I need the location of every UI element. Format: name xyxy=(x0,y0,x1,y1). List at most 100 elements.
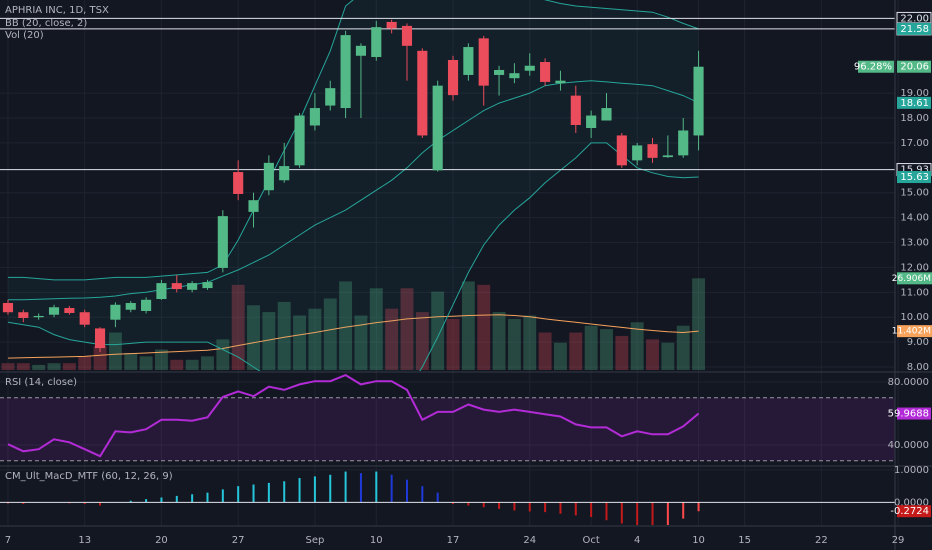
volume-bar xyxy=(446,318,460,370)
candle-body xyxy=(18,312,29,318)
candle-body xyxy=(217,216,228,268)
histogram-bar xyxy=(697,502,700,512)
band-line xyxy=(8,80,699,301)
histogram-bar xyxy=(344,471,347,503)
candle-body xyxy=(141,299,152,311)
histogram-bar xyxy=(313,476,316,503)
x-tick-label: 27 xyxy=(232,535,245,546)
histogram-bar xyxy=(83,502,86,505)
histogram-bar xyxy=(421,486,424,503)
candle-body xyxy=(371,27,382,58)
volume-bar xyxy=(507,318,521,370)
y-tick-label: 13.00 xyxy=(900,238,929,249)
volume-bar xyxy=(32,364,46,370)
y-tick-label: 11.00 xyxy=(900,287,929,298)
axis-label-bg xyxy=(897,60,931,73)
candle-body xyxy=(662,155,673,158)
axis-label: 15.93 xyxy=(900,165,929,176)
x-tick-label: Sep xyxy=(305,535,324,546)
volume-bar xyxy=(538,332,552,370)
candle-body xyxy=(647,144,658,158)
histogram-bar xyxy=(191,494,194,503)
x-tick-label: 20 xyxy=(155,535,168,546)
volume-bar xyxy=(385,308,399,370)
candle-body xyxy=(233,172,244,194)
volume-ma xyxy=(7,314,699,359)
histogram-bar xyxy=(666,502,669,525)
grid xyxy=(0,0,899,526)
histogram-bar xyxy=(467,502,470,506)
volume-bar xyxy=(170,359,184,370)
histogram-bar xyxy=(175,495,178,503)
candle-body xyxy=(248,200,259,212)
histogram-bar xyxy=(206,492,209,503)
x-tick-label: 29 xyxy=(892,535,905,546)
candle-body xyxy=(432,85,443,171)
volume-bar xyxy=(154,349,168,370)
volume-bar xyxy=(492,312,506,370)
histogram-bar xyxy=(636,502,639,525)
volume-bar xyxy=(461,281,475,370)
candle-body xyxy=(555,80,566,84)
histogram-bar xyxy=(129,500,132,503)
band-line xyxy=(8,0,699,281)
histogram-bar xyxy=(160,497,163,503)
y-tick-label: 15.00 xyxy=(900,188,929,199)
candle-body xyxy=(94,328,106,349)
volume-bar xyxy=(308,308,322,370)
y-tick-label: 12.00 xyxy=(900,262,929,273)
volume-bar xyxy=(569,332,583,370)
volume-bar xyxy=(615,335,629,370)
axis-label-bg xyxy=(897,171,931,184)
candle-body xyxy=(309,108,320,126)
candle-body xyxy=(33,315,44,318)
price-pane xyxy=(0,0,895,371)
histogram-bar xyxy=(298,478,301,503)
histogram-bar xyxy=(574,502,577,516)
candle-body xyxy=(493,69,505,75)
axis-label: 26.906M xyxy=(892,274,931,284)
axis-label: 59.9688 xyxy=(888,409,929,420)
y-tick-label: 40.0000 xyxy=(888,440,929,451)
candle-body xyxy=(509,73,520,79)
histogram-bar xyxy=(283,481,286,503)
rsi-pane xyxy=(0,373,895,462)
chart-title: APHRIA INC, 1D, TSX xyxy=(5,5,109,16)
axis-label: 11.402M xyxy=(892,327,931,337)
band-line xyxy=(7,142,699,371)
histogram-bar xyxy=(682,502,685,519)
histogram-bar xyxy=(620,502,623,524)
volume-bar xyxy=(16,363,30,370)
histogram-bar xyxy=(528,502,531,512)
axis-label-bg xyxy=(897,96,931,109)
axis-label: -0.2724 xyxy=(890,506,929,517)
histogram-bar xyxy=(267,482,270,503)
volume-bar xyxy=(339,281,353,370)
candle-body xyxy=(202,282,213,289)
volume-bar xyxy=(600,329,613,370)
histogram-bar xyxy=(145,499,148,503)
histogram-bar xyxy=(605,502,608,521)
histogram-bar xyxy=(22,502,25,505)
candle-body xyxy=(632,145,643,161)
candle-body xyxy=(601,108,612,121)
candle-body xyxy=(417,50,428,136)
x-tick-label: 22 xyxy=(815,535,828,546)
candle-body xyxy=(294,115,305,166)
candle-body xyxy=(325,88,336,106)
volume-bar xyxy=(676,325,690,370)
histogram-bar xyxy=(482,502,485,508)
candle-body xyxy=(478,38,489,86)
volume-bar xyxy=(47,363,61,370)
axis-label-bg xyxy=(897,505,931,518)
candle-body xyxy=(586,115,597,128)
volume-bar xyxy=(554,342,567,370)
candle-body xyxy=(616,135,627,166)
volume-bar xyxy=(262,312,276,370)
candle-body xyxy=(64,308,75,313)
candle-body xyxy=(524,65,535,71)
x-tick-label: 13 xyxy=(78,535,91,546)
x-tick-label: 7 xyxy=(5,535,11,546)
volume-bar xyxy=(477,284,491,370)
